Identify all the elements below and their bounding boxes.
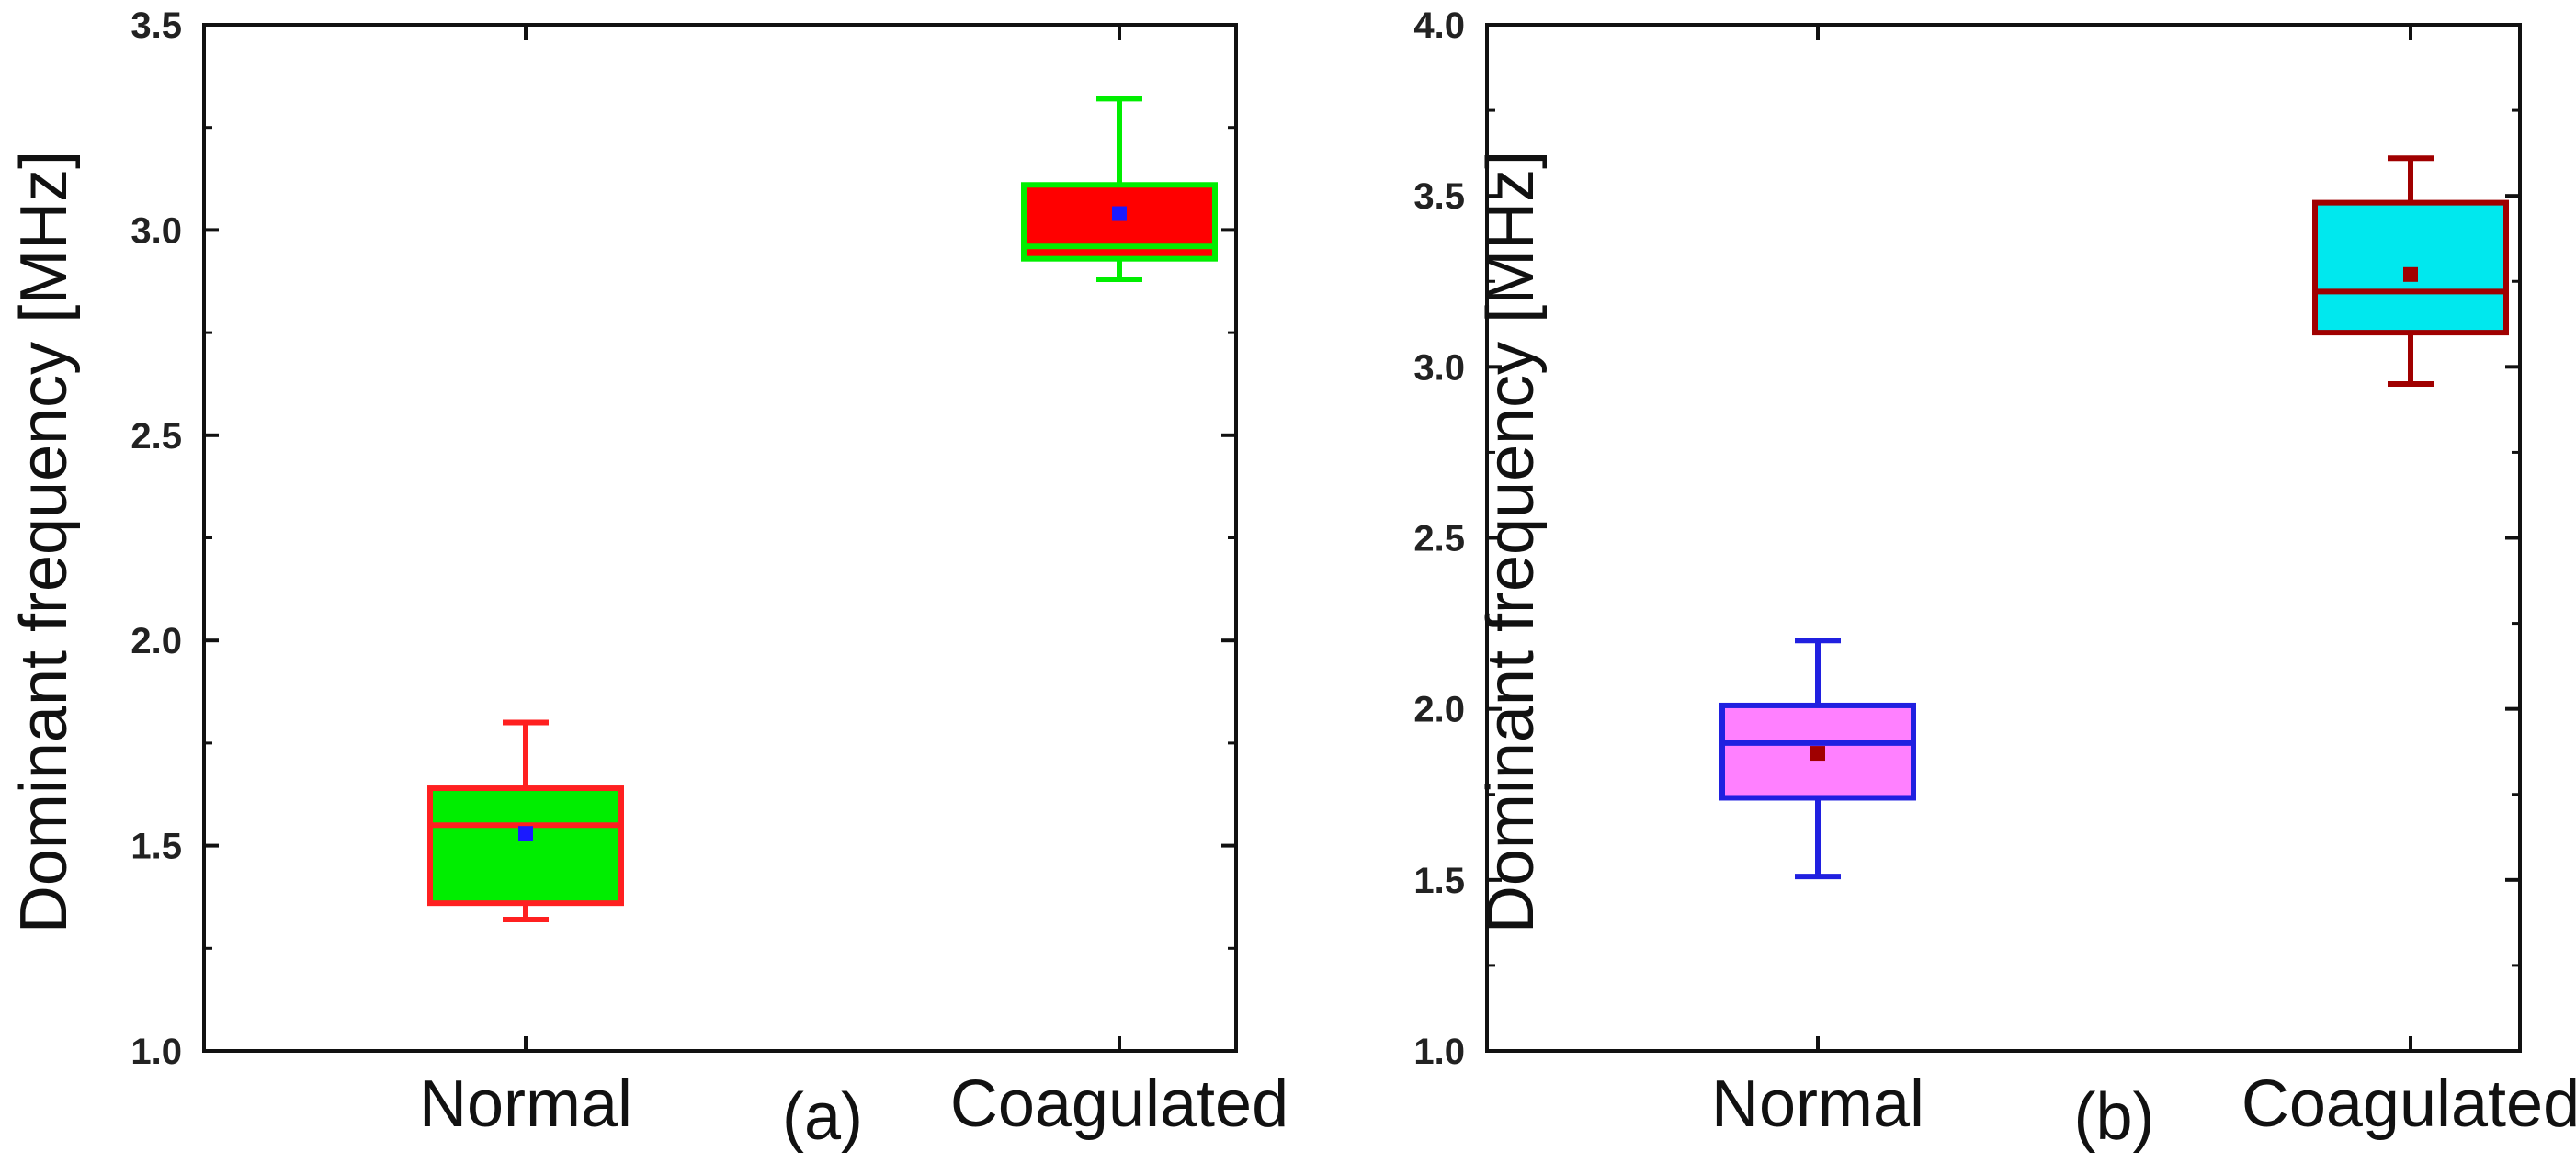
y-axis-title: Dominant frequency [MHz] [7,151,81,933]
box-coagulated [1021,96,1218,283]
y-tick-label: 1.5 [1413,861,1465,901]
y-tick-label: 2.5 [131,416,182,457]
y-tick-label: 3.5 [1413,176,1465,217]
y-tick-label: 3.0 [131,210,182,251]
box-iqr [427,785,624,907]
box-normal [427,719,624,923]
x-category-label: Normal [1711,1067,1924,1141]
mean-marker [518,826,533,841]
plot-frame [1485,23,2522,1053]
x-category-label: Coagulated [2241,1067,2576,1141]
y-tick-label: 1.0 [1413,1032,1465,1072]
y-tick-label: 2.0 [1413,690,1465,730]
box-normal [1719,638,1916,880]
y-tick-label: 3.5 [131,6,182,46]
y-tick-label: 1.0 [131,1032,182,1072]
x-category-label: Normal [419,1067,632,1141]
x-category-label: Coagulated [950,1067,1288,1141]
panel-label: (a) [782,1080,863,1154]
box-coagulated [2312,155,2509,387]
y-tick-label: 2.0 [131,621,182,661]
mean-marker [1112,206,1127,221]
y-tick-label: 2.5 [1413,519,1465,559]
y-tick-label: 4.0 [1413,6,1465,46]
chart-panel-b: 1.0 1.5 2.0 2.5 3.0 3.5 4.0 Normal Coagulated Dom… [1413,6,2576,1154]
plot-frame [202,23,1238,1053]
box-iqr [1719,702,1916,801]
y-tick-label: 3.0 [1413,347,1465,388]
y-tick-label: 1.5 [131,827,182,867]
y-axis-title: Dominant frequency [MHz] [1474,151,1548,933]
mean-marker [1810,746,1825,762]
mean-marker [2403,266,2418,282]
chart-panel-a: 1.0 1.5 2.0 2.5 3.0 3.5 Normal Coagulated Domina… [7,6,1288,1154]
panel-label: (b) [2074,1080,2155,1154]
